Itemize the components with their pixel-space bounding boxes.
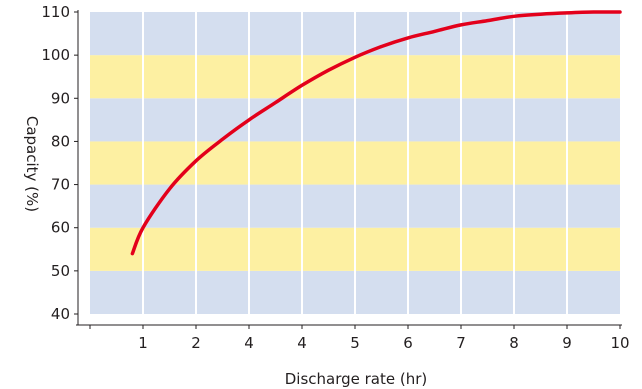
x-axis-title: Discharge rate (hr) (285, 370, 428, 388)
x-tick-label: 8 (509, 334, 519, 352)
x-tick-label: 5 (350, 334, 360, 352)
x-axis-ticks: 1 2 4 4 5 6 7 8 9 10 (89, 325, 630, 352)
y-tick-label: 80 (51, 132, 70, 150)
x-tick-label: 4 (244, 334, 254, 352)
y-tick-label: 90 (51, 89, 70, 107)
axes (76, 10, 622, 326)
y-tick-label: 40 (51, 305, 70, 323)
x-tick-label: 1 (138, 334, 148, 352)
x-tick-label: 9 (562, 334, 572, 352)
capacity-curve (130, 10, 622, 256)
y-tick-label: 60 (51, 219, 70, 237)
x-tick-label: 4 (297, 334, 307, 352)
vertical-gridlines (142, 12, 568, 314)
x-tick-label: 10 (610, 334, 629, 352)
x-tick-label: 7 (456, 334, 466, 352)
y-axis-title: Capacity (%) (23, 116, 41, 212)
x-tick-label: 2 (191, 334, 201, 352)
y-tick-label: 70 (51, 176, 70, 194)
y-axis-ticks: 40 50 60 70 80 90 100 110 (41, 3, 78, 323)
y-tick-label: 100 (41, 46, 70, 64)
y-tick-label: 110 (41, 3, 70, 21)
y-tick-label: 50 (51, 262, 70, 280)
series-layer (130, 10, 622, 256)
x-tick-label: 6 (403, 334, 413, 352)
